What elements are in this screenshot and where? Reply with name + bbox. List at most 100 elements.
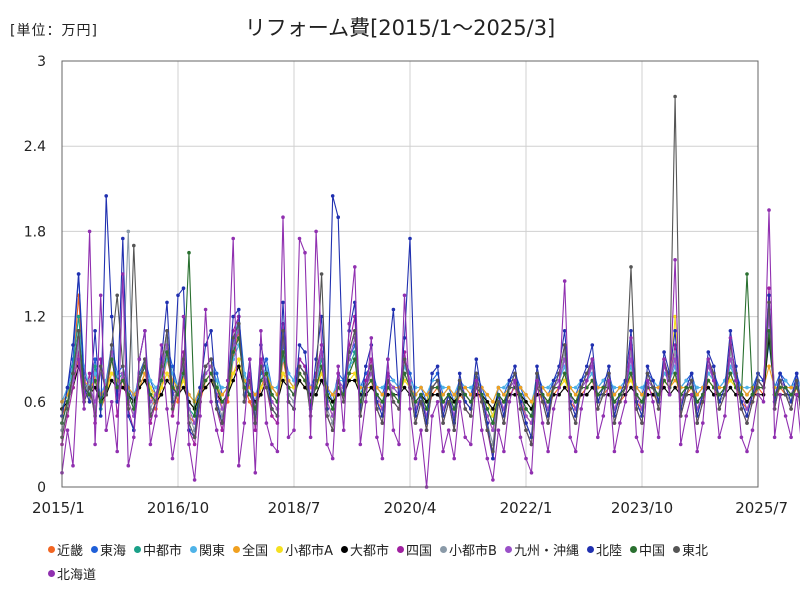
data-point <box>546 400 550 404</box>
data-point <box>435 378 440 383</box>
data-point <box>469 442 473 447</box>
data-point <box>463 407 468 411</box>
data-point <box>673 94 677 99</box>
data-point <box>684 378 688 383</box>
data-point <box>706 385 711 390</box>
legend-item: 四国 <box>397 540 432 559</box>
data-point <box>165 407 169 411</box>
data-point <box>590 385 595 390</box>
data-point <box>546 421 550 425</box>
data-point <box>76 272 81 276</box>
data-point <box>491 478 495 482</box>
x-tick-label: 2018/7 <box>268 499 321 517</box>
data-point <box>319 378 324 383</box>
data-point <box>270 407 274 411</box>
data-point <box>281 300 285 305</box>
data-point <box>220 400 224 404</box>
data-point <box>336 364 341 369</box>
data-point <box>148 378 153 383</box>
data-point <box>656 435 661 440</box>
data-point <box>419 400 423 404</box>
data-point <box>590 357 595 362</box>
data-point <box>562 279 567 283</box>
data-point <box>750 428 755 433</box>
data-point <box>353 371 357 376</box>
data-point <box>662 350 666 354</box>
data-point <box>297 364 302 369</box>
data-point <box>452 407 457 411</box>
data-point <box>375 392 379 397</box>
legend-marker <box>48 546 55 553</box>
data-point <box>369 336 374 340</box>
data-point <box>745 400 749 404</box>
data-point <box>264 357 269 362</box>
data-point <box>386 392 390 397</box>
data-point <box>629 265 633 269</box>
data-point <box>297 378 302 383</box>
data-point <box>562 329 567 333</box>
data-point <box>264 421 269 425</box>
data-point <box>220 392 224 397</box>
data-point <box>292 407 296 411</box>
data-point <box>612 385 617 390</box>
data-point <box>518 407 523 411</box>
data-point <box>181 378 186 383</box>
data-point <box>424 392 429 397</box>
data-point <box>303 371 307 376</box>
data-point <box>524 392 528 397</box>
legend-label: 小都市B <box>449 544 497 559</box>
data-point <box>369 378 374 383</box>
data-point <box>98 400 103 404</box>
data-point <box>518 392 523 397</box>
data-point <box>402 371 407 376</box>
data-point <box>712 378 716 383</box>
legend-item: 大都市 <box>340 540 389 559</box>
legend-label: 北陸 <box>595 544 622 559</box>
data-point <box>540 421 545 425</box>
data-point <box>165 371 169 376</box>
data-point <box>634 407 639 411</box>
data-point <box>303 350 307 354</box>
data-point <box>562 378 567 383</box>
data-point <box>673 314 677 319</box>
data-point <box>496 400 501 404</box>
data-point <box>629 378 633 383</box>
data-point <box>353 265 357 269</box>
chart-grid <box>61 60 759 488</box>
data-point <box>706 378 711 383</box>
data-point <box>745 414 749 418</box>
data-point <box>430 414 434 418</box>
data-point <box>651 385 655 390</box>
data-point <box>165 378 169 383</box>
data-point <box>176 293 180 298</box>
data-point <box>761 400 766 404</box>
data-point <box>297 236 302 241</box>
data-point <box>237 307 241 312</box>
data-point <box>391 307 396 312</box>
data-point <box>601 414 606 418</box>
data-point <box>607 364 611 369</box>
data-point <box>402 357 407 362</box>
data-point <box>491 407 495 411</box>
data-point <box>209 400 213 404</box>
data-point <box>596 435 600 440</box>
data-point <box>220 385 224 390</box>
legend-marker <box>504 546 512 553</box>
data-point <box>192 414 197 418</box>
data-point <box>728 329 733 333</box>
data-point <box>71 463 75 468</box>
data-point <box>739 392 744 397</box>
data-point <box>203 364 208 369</box>
data-point <box>767 286 771 291</box>
data-point <box>380 421 385 425</box>
legend-marker <box>397 546 404 553</box>
data-point <box>783 414 788 418</box>
data-point <box>242 400 247 404</box>
legend-item: 北海道 <box>48 564 96 583</box>
data-point <box>546 385 550 390</box>
data-point <box>424 428 429 433</box>
x-tick-label: 2020/4 <box>384 499 437 517</box>
data-point <box>391 428 396 433</box>
data-point <box>121 272 125 276</box>
data-point <box>734 378 738 383</box>
